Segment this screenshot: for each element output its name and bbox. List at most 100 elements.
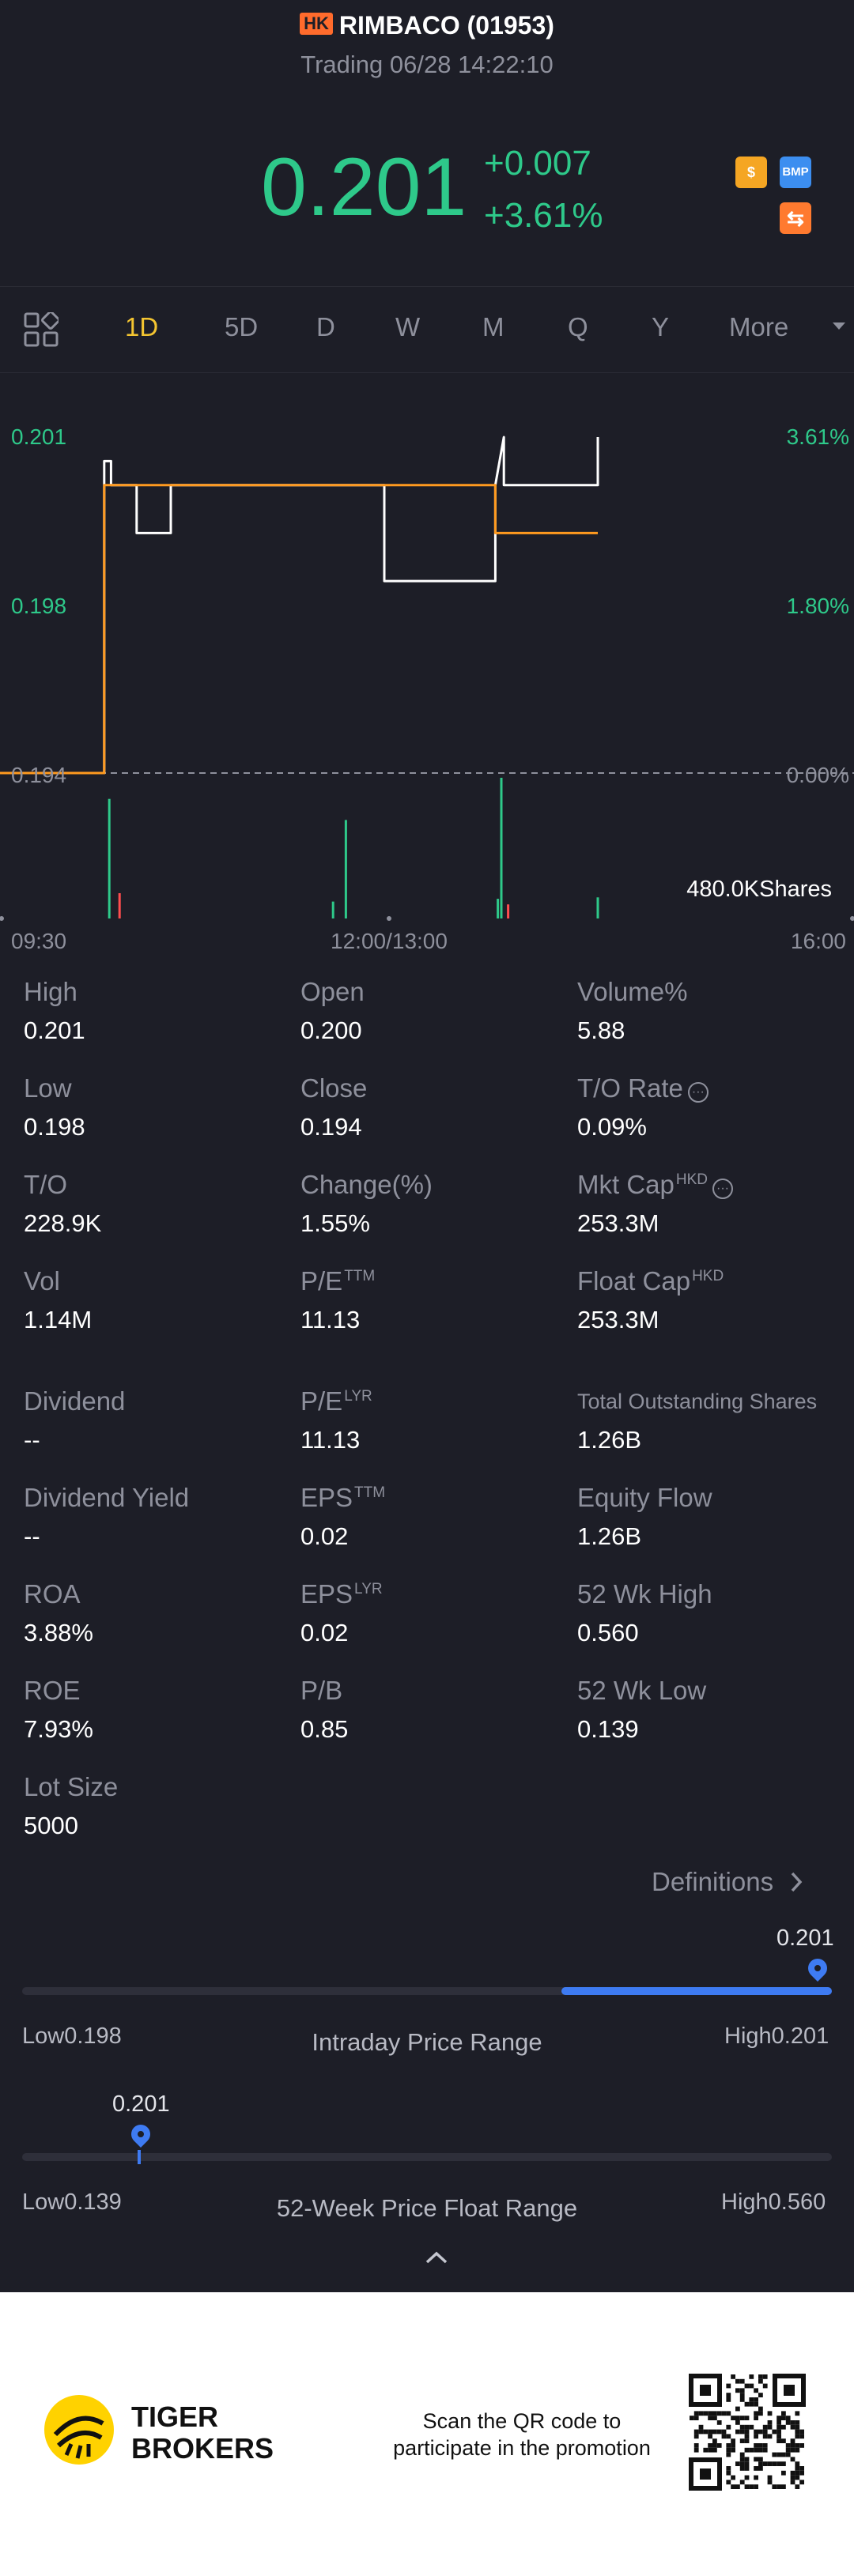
qr-cell [754,2397,758,2402]
bmp-icon[interactable]: BMP [780,157,811,188]
promo-line-1: Scan the QR code to [422,2409,622,2433]
stat-value-vol: 1.14M [24,1306,93,1333]
stat-label-roe: ROE [24,1676,81,1705]
qr-cell [726,2393,731,2397]
qr-cell [758,2447,763,2453]
tab-m[interactable]: M [482,312,504,341]
qr-cell [712,2416,717,2420]
qr-cell [744,2457,750,2462]
qr-cell [785,2443,791,2448]
qr-cell [781,2416,786,2420]
qr-cell [693,2416,699,2420]
qr-cell [777,2438,781,2443]
qr-cell [744,2438,750,2443]
float-cap-text: Float Cap [577,1266,691,1296]
x-tick-start: 09:30 [11,929,66,953]
stat-value-float-cap: 253.3M [577,1306,659,1333]
tab-1d[interactable]: 1D [125,312,159,341]
qr-cell [767,2420,773,2425]
promo-footer: TIGER BROKERS Scan the QR code to partic… [0,2292,854,2576]
ttm-sup: TTM [354,1484,386,1501]
qr-cell [726,2480,731,2485]
qr-cell [754,2434,758,2439]
qr-cell [735,2388,740,2393]
lyr-sup: LYR [354,1581,383,1597]
intraday-chart[interactable]: 0.201 0.198 0.194 3.61% 1.80% 0.00% 480.… [0,372,854,956]
volume-bar [596,897,599,918]
qr-cell [716,2443,722,2448]
qr-cell [758,2378,763,2384]
intraday-low: Low0.198 [22,2023,122,2050]
qr-cell [790,2457,795,2462]
chart-series [0,436,599,775]
qr-cell [754,2475,758,2480]
stat-value-eps-lyr: 0.02 [300,1619,349,1646]
qr-cell [767,2434,773,2439]
tab-more[interactable]: More [729,312,789,341]
qr-cell [693,2411,699,2416]
definitions-link[interactable]: Definitions [652,1867,804,1897]
y-tick-right-mid: 1.80% [787,594,849,618]
qr-code-icon[interactable] [688,2373,807,2491]
qr-cell [758,2393,763,2397]
qr-cell [767,2411,773,2416]
qr-cell [767,2475,773,2480]
qr-cell [799,2429,804,2435]
caret-down-icon[interactable] [832,322,846,331]
qr-cell [693,2429,699,2435]
grid-icon[interactable] [24,312,59,347]
qr-cell [767,2424,773,2430]
tab-5d[interactable]: 5D [225,312,259,341]
qr-cell [735,2420,740,2425]
chevron-up-icon[interactable] [424,2250,449,2265]
qr-cell [762,2383,768,2389]
qr-cell [795,2470,800,2476]
qr-cell [726,2452,731,2457]
stat-value-eps-ttm: 0.02 [300,1522,349,1550]
qr-cell [777,2416,781,2420]
qr-cell [795,2411,800,2416]
stat-value-pe-ttm: 11.13 [300,1306,361,1333]
qr-cell [781,2438,786,2443]
volume-label: 480.0KShares [686,877,832,902]
stat-value-dividend-yield: -- [24,1522,40,1550]
volume-bar [507,904,510,918]
qr-cell [731,2374,735,2379]
stat-value-open: 0.200 [300,1016,362,1044]
tab-q[interactable]: Q [568,312,588,341]
qr-cell [777,2429,781,2435]
qr-cell [726,2383,731,2389]
stat-label-pe-ttm: P/E TTM [300,1266,375,1296]
eps-text: EPS [300,1483,353,1512]
qr-cell [795,2420,800,2425]
qr-cell [790,2443,795,2448]
qr-cell [749,2424,754,2430]
x-tick-end: 16:00 [791,929,846,953]
qr-cell [744,2383,750,2389]
tab-y[interactable]: Y [652,312,670,341]
qr-cell [790,2447,795,2453]
qr-cell [790,2480,795,2485]
qr-cell [708,2434,712,2439]
qr-cell [731,2447,735,2453]
info-icon[interactable]: ··· [712,1179,733,1199]
week52-high: High0.560 [721,2189,826,2216]
tab-d[interactable]: D [316,312,335,341]
tab-w[interactable]: W [395,312,421,341]
qr-cell [781,2484,786,2489]
qr-cell [690,2416,694,2420]
qr-cell [758,2461,763,2466]
qr-cell [754,2466,758,2471]
qr-cell [749,2397,754,2402]
stat-label-dividend: Dividend [24,1386,126,1416]
qr-cell [716,2429,722,2435]
swap-icon[interactable]: ⇆ [780,202,811,234]
qr-cell [726,2434,731,2439]
qr-cell [785,2420,791,2425]
qr-cell [790,2475,795,2480]
info-icon[interactable]: ··· [687,1082,709,1103]
qr-cell [795,2429,800,2435]
dollar-icon[interactable]: $ [735,157,767,188]
qr-cell [749,2383,754,2389]
qr-cell [781,2411,786,2416]
